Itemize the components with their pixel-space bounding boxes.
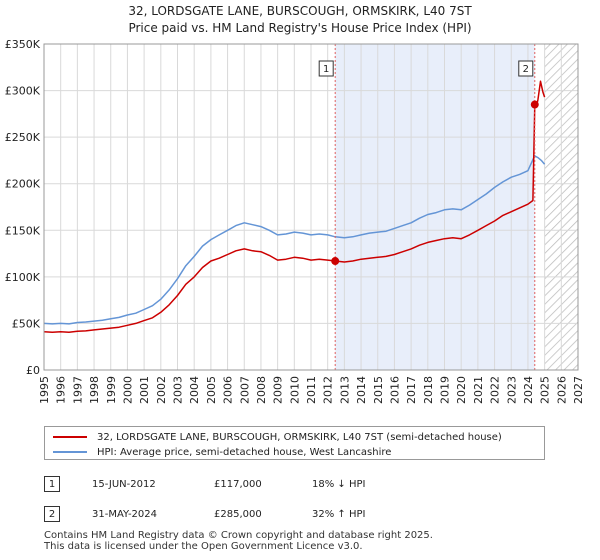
x-tick-label: 2002: [155, 376, 168, 404]
x-tick-label: 2010: [288, 376, 301, 404]
footer-license: This data is licensed under the Open Gov…: [44, 541, 363, 552]
x-tick-label: 1999: [105, 376, 118, 404]
x-tick-label: 1998: [88, 376, 101, 404]
legend-label-hpi: HPI: Average price, semi-detached house,…: [97, 446, 392, 458]
chart-subtitle: Price paid vs. HM Land Registry's House …: [128, 21, 472, 35]
event-point-2: [530, 100, 539, 109]
event-price: £285,000: [214, 509, 262, 520]
event-hpi-change: 18% ↓ HPI: [312, 479, 366, 490]
y-tick-label: £0: [26, 364, 40, 377]
legend-item-price: 32, LORDSGATE LANE, BURSCOUGH, ORMSKIRK,…: [53, 430, 502, 444]
event-marker-box: 2: [44, 506, 60, 522]
event-label-2: 2: [523, 64, 529, 75]
footer-copyright: Contains HM Land Registry data © Crown c…: [44, 530, 433, 541]
x-tick-label: 2016: [388, 376, 401, 404]
footer: Contains HM Land Registry data © Crown c…: [44, 530, 433, 552]
event-label-box-1: [318, 60, 334, 77]
plot-frame: [43, 43, 579, 371]
x-tick-label: 2006: [222, 376, 235, 404]
y-tick-label: £50K: [12, 317, 41, 330]
event-row: 2 31-MAY-2024 £285,000 32% ↑ HPI: [44, 506, 444, 524]
x-tick-label: 2005: [205, 376, 218, 404]
x-tick-label: 2015: [372, 376, 385, 404]
x-tick-label: 2026: [555, 376, 568, 404]
x-tick-label: 2014: [355, 376, 368, 404]
y-tick-label: £100K: [5, 271, 41, 284]
x-tick-label: 2024: [522, 376, 535, 404]
y-tick-label: £200K: [5, 178, 41, 191]
x-tick-label: 2019: [439, 376, 452, 404]
chart-title: 32, LORDSGATE LANE, BURSCOUGH, ORMSKIRK,…: [128, 4, 472, 18]
x-tick-label: 2000: [121, 376, 134, 404]
hpi-line: [43, 155, 546, 325]
chart-legend: 32, LORDSGATE LANE, BURSCOUGH, ORMSKIRK,…: [44, 426, 545, 460]
legend-item-hpi: HPI: Average price, semi-detached house,…: [53, 445, 391, 459]
x-tick-label: 2007: [238, 376, 251, 404]
x-tick-label: 2023: [505, 376, 518, 404]
x-tick-label: 2027: [572, 376, 585, 404]
event-point-1: [331, 257, 340, 266]
y-tick-label: £250K: [5, 131, 41, 144]
event-price: £117,000: [214, 479, 262, 490]
legend-label-price: 32, LORDSGATE LANE, BURSCOUGH, ORMSKIRK,…: [97, 431, 502, 443]
price-chart: 1 2 £0 £50K £100K £150K £200K £250K £300K £350K 1…: [5, 38, 585, 404]
event-hpi-change: 32% ↑ HPI: [312, 509, 366, 520]
legend-swatch-hpi: [53, 451, 87, 453]
x-tick-label: 2008: [255, 376, 268, 404]
price-paid-line: [43, 80, 546, 334]
event-row: 1 15-JUN-2012 £117,000 18% ↓ HPI: [44, 476, 444, 494]
x-tick-label: 2022: [489, 376, 502, 404]
x-tick-label: 2020: [455, 376, 468, 404]
event-label-box-2: [518, 60, 534, 77]
x-tick-label: 1995: [38, 376, 51, 404]
x-tick-label: 2021: [472, 376, 485, 404]
x-tick-label: 2011: [305, 376, 318, 404]
x-tick-label: 2003: [172, 376, 185, 404]
x-tick-label: 2001: [138, 376, 151, 404]
event-date: 15-JUN-2012: [92, 479, 156, 490]
shaded-period: [335, 44, 535, 370]
x-tick-label: 2012: [322, 376, 335, 404]
x-tick-label: 2009: [272, 376, 285, 404]
x-tick-label: 2025: [539, 376, 552, 404]
x-tick-label: 2018: [422, 376, 435, 404]
legend-swatch-price: [53, 436, 87, 438]
y-tick-label: £300K: [5, 85, 41, 98]
y-tick-label: £350K: [5, 38, 41, 51]
x-tick-label: 2013: [338, 376, 351, 404]
x-tick-label: 1997: [71, 376, 84, 404]
event-date: 31-MAY-2024: [92, 509, 158, 520]
x-tick-label: 2004: [188, 376, 201, 404]
y-tick-label: £150K: [5, 224, 41, 237]
event-marker-box: 1: [44, 476, 60, 492]
x-tick-label: 1996: [55, 376, 68, 404]
event-label-1: 1: [323, 64, 329, 75]
x-tick-label: 2017: [405, 376, 418, 404]
